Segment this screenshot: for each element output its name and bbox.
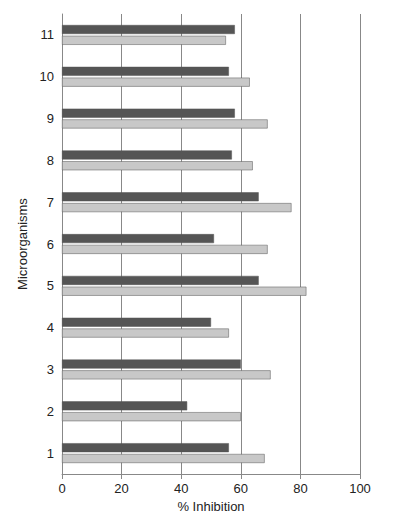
svg-text:% Inhibition: % Inhibition [177,499,244,514]
svg-text:100: 100 [349,481,371,496]
svg-text:Microorganisms: Microorganisms [15,198,30,290]
svg-text:10: 10 [40,69,54,84]
svg-text:80: 80 [293,481,307,496]
svg-text:20: 20 [114,481,128,496]
svg-text:40: 40 [174,481,188,496]
svg-text:8: 8 [47,153,54,168]
svg-text:0: 0 [58,481,65,496]
svg-text:3: 3 [47,362,54,377]
svg-text:1: 1 [47,446,54,461]
svg-text:9: 9 [47,111,54,126]
svg-text:6: 6 [47,237,54,252]
svg-text:7: 7 [47,195,54,210]
svg-text:11: 11 [41,27,55,42]
svg-text:60: 60 [234,481,248,496]
svg-text:5: 5 [47,278,54,293]
svg-text:2: 2 [47,404,54,419]
svg-text:4: 4 [47,320,54,335]
